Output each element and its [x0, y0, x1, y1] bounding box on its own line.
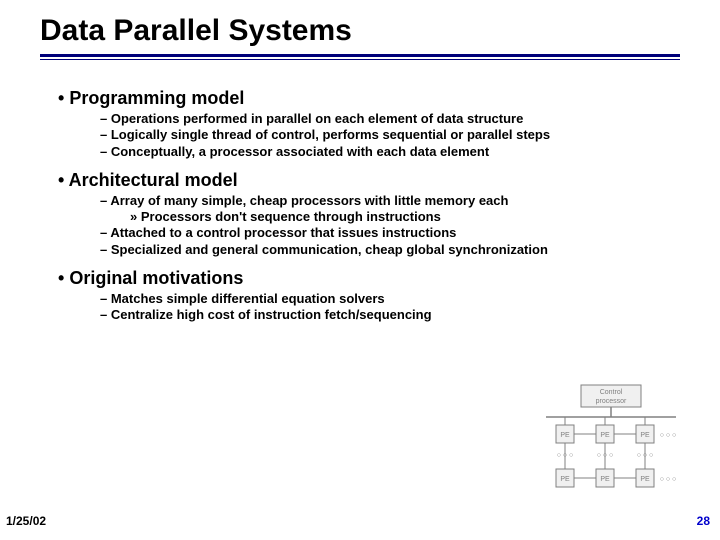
bullet: Matches simple differential equation sol…	[100, 291, 690, 307]
architecture-diagram: ControlprocessorPEPEPE○ ○ ○○ ○ ○○ ○ ○○ ○…	[526, 383, 696, 498]
svg-text:PE: PE	[640, 476, 650, 483]
svg-text:PE: PE	[640, 432, 650, 439]
footer-date: 1/25/02	[6, 514, 46, 528]
section-programming-model: Programming model	[58, 88, 690, 109]
title-rule	[40, 54, 680, 60]
section-architectural-model: Architectural model	[58, 170, 690, 191]
slide-title: Data Parallel Systems	[40, 14, 690, 48]
bullet: Centralize high cost of instruction fetc…	[100, 307, 690, 323]
bullet: Specialized and general communication, c…	[100, 242, 690, 258]
footer-page-number: 28	[697, 514, 710, 528]
sub-bullet: Processors don't sequence through instru…	[130, 209, 690, 225]
bullet: Conceptually, a processor associated wit…	[100, 144, 690, 160]
svg-text:○ ○ ○: ○ ○ ○	[660, 476, 677, 483]
bullet: Operations performed in parallel on each…	[100, 111, 690, 127]
section-original-motivations: Original motivations	[58, 268, 690, 289]
svg-text:processor: processor	[596, 398, 627, 405]
bullet: Logically single thread of control, perf…	[100, 127, 690, 143]
svg-text:PE: PE	[560, 432, 570, 439]
svg-text:PE: PE	[600, 476, 610, 483]
svg-text:PE: PE	[600, 432, 610, 439]
svg-text:Control: Control	[600, 389, 623, 396]
svg-text:○ ○ ○: ○ ○ ○	[660, 432, 677, 439]
svg-text:PE: PE	[560, 476, 570, 483]
bullet: Array of many simple, cheap processors w…	[100, 193, 690, 209]
bullet: Attached to a control processor that iss…	[100, 225, 690, 241]
